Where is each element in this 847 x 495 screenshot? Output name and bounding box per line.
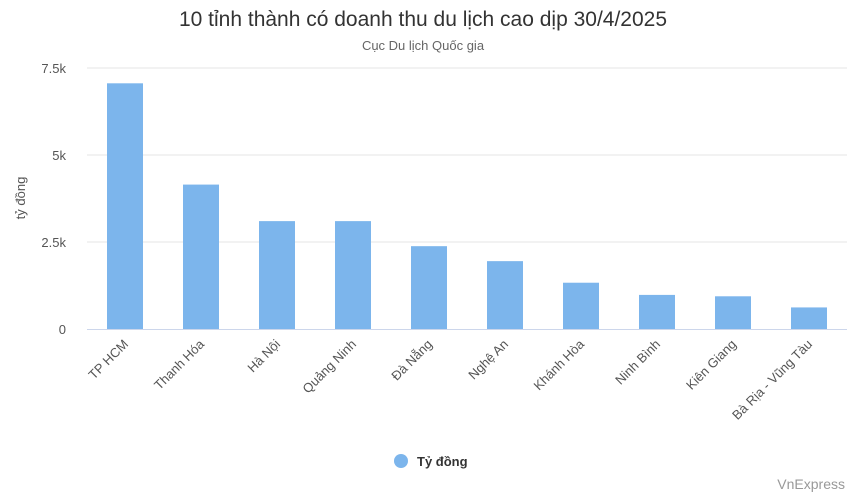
y-tick-label: 0	[59, 322, 66, 337]
y-axis-label: tỷ đồng	[13, 177, 28, 220]
x-tick-label: Thanh Hóa	[151, 336, 208, 393]
bar[interactable]	[411, 246, 447, 329]
bar[interactable]	[107, 83, 143, 329]
bars	[107, 83, 827, 329]
chart-subtitle: Cục Du lịch Quốc gia	[362, 38, 485, 53]
y-tick-label: 2.5k	[41, 235, 66, 250]
x-tick-label: Nghệ An	[465, 337, 511, 383]
legend[interactable]: Tỷ đồng	[394, 454, 468, 469]
legend-marker	[394, 454, 408, 468]
x-tick-label: Hà Nội	[244, 336, 283, 375]
bar[interactable]	[639, 294, 675, 329]
credit-text[interactable]: VnExpress	[777, 476, 845, 492]
legend-label: Tỷ đồng	[417, 454, 468, 469]
x-axis-ticks: TP HCM Thanh Hóa Hà Nội Quảng Ninh Đà Nẵng Ng…	[85, 336, 815, 423]
x-tick-label: TP HCM	[85, 337, 131, 383]
x-tick-label: Ninh Bình	[612, 337, 663, 388]
y-axis-ticks: 0 2.5k 5k 7.5k	[41, 61, 66, 337]
y-tick-label: 5k	[52, 148, 66, 163]
x-tick-label: Kiên Giang	[683, 337, 739, 393]
bar[interactable]	[715, 296, 751, 329]
x-tick-label: Quảng Ninh	[299, 337, 359, 397]
x-tick-label: Khánh Hòa	[531, 336, 588, 393]
chart-title: 10 tỉnh thành có doanh thu du lịch cao d…	[179, 8, 667, 31]
bar[interactable]	[259, 221, 295, 329]
x-tick-label: Đà Nẵng	[388, 337, 435, 384]
x-tick-label: Bà Rịa - Vũng Tàu	[729, 337, 815, 423]
bar[interactable]	[335, 221, 371, 329]
bar[interactable]	[183, 184, 219, 329]
bar[interactable]	[791, 307, 827, 329]
bar[interactable]	[563, 282, 599, 329]
y-tick-label: 7.5k	[41, 61, 66, 76]
bar[interactable]	[487, 261, 523, 329]
